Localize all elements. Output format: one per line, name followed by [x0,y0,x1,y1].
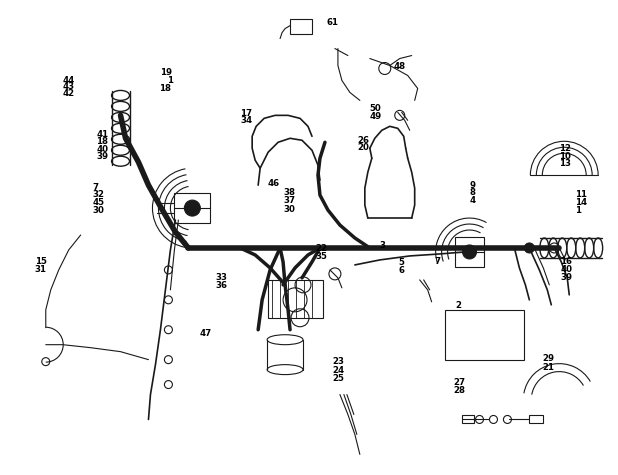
Text: 21: 21 [542,363,554,372]
Text: 18: 18 [159,84,171,93]
Text: 9: 9 [469,181,475,190]
Text: 26: 26 [357,136,369,145]
Text: 22: 22 [315,244,327,253]
Text: 5: 5 [399,258,404,267]
Text: 50: 50 [370,104,381,113]
Text: 10: 10 [559,152,571,161]
Text: 39: 39 [96,152,108,162]
Bar [268,280,323,318]
Text: 36: 36 [215,281,227,290]
Text: 14: 14 [575,198,587,207]
Text: 35: 35 [315,252,327,261]
Text: 49: 49 [370,112,381,121]
Circle shape [184,200,200,216]
Text: 44: 44 [62,76,75,85]
Text: 30: 30 [92,207,104,216]
Text: 28: 28 [453,387,465,396]
Text: 24: 24 [332,366,345,375]
Text: 20: 20 [357,143,369,152]
Text: 45: 45 [92,198,104,207]
Text: 16: 16 [561,256,572,266]
Text: 12: 12 [559,144,571,153]
Text: 39: 39 [561,273,572,282]
Text: 19: 19 [160,68,172,77]
Text: 37: 37 [283,196,295,205]
Text: 46: 46 [267,179,279,188]
Text: 15: 15 [35,256,47,266]
Bar [174,193,210,223]
Text: 13: 13 [559,159,571,168]
Text: 43: 43 [62,82,75,91]
Text: 48: 48 [394,62,405,71]
Text: 61: 61 [326,18,338,27]
Circle shape [462,245,476,259]
Text: 31: 31 [35,265,47,274]
Text: 18: 18 [96,137,108,146]
Text: 30: 30 [283,205,295,214]
Text: 17: 17 [240,109,252,118]
Text: 32: 32 [92,190,104,200]
Text: 40: 40 [96,145,108,154]
Text: 2: 2 [455,301,462,310]
Text: 7: 7 [434,256,441,266]
Bar [455,237,485,267]
Text: 34: 34 [240,116,252,125]
Text: 40: 40 [561,265,572,274]
Text: 23: 23 [332,357,344,366]
Text: 42: 42 [62,89,75,98]
Text: 1: 1 [167,76,173,85]
Text: 33: 33 [215,273,227,282]
Text: 27: 27 [453,378,465,387]
Text: 41: 41 [96,130,109,139]
Text: 3: 3 [379,240,385,249]
Text: 6: 6 [399,266,404,275]
Text: 47: 47 [200,329,211,338]
Bar [530,416,543,423]
Text: 1: 1 [575,206,581,215]
Bar [290,19,312,34]
Text: 4: 4 [469,196,475,205]
Text: 7: 7 [92,183,98,192]
Text: 25: 25 [332,374,344,383]
Text: 11: 11 [575,190,587,200]
Text: 29: 29 [542,354,554,363]
Text: 8: 8 [469,189,475,198]
Circle shape [524,243,535,253]
Text: 38: 38 [283,188,295,197]
Bar [444,310,524,360]
Bar [462,416,473,423]
